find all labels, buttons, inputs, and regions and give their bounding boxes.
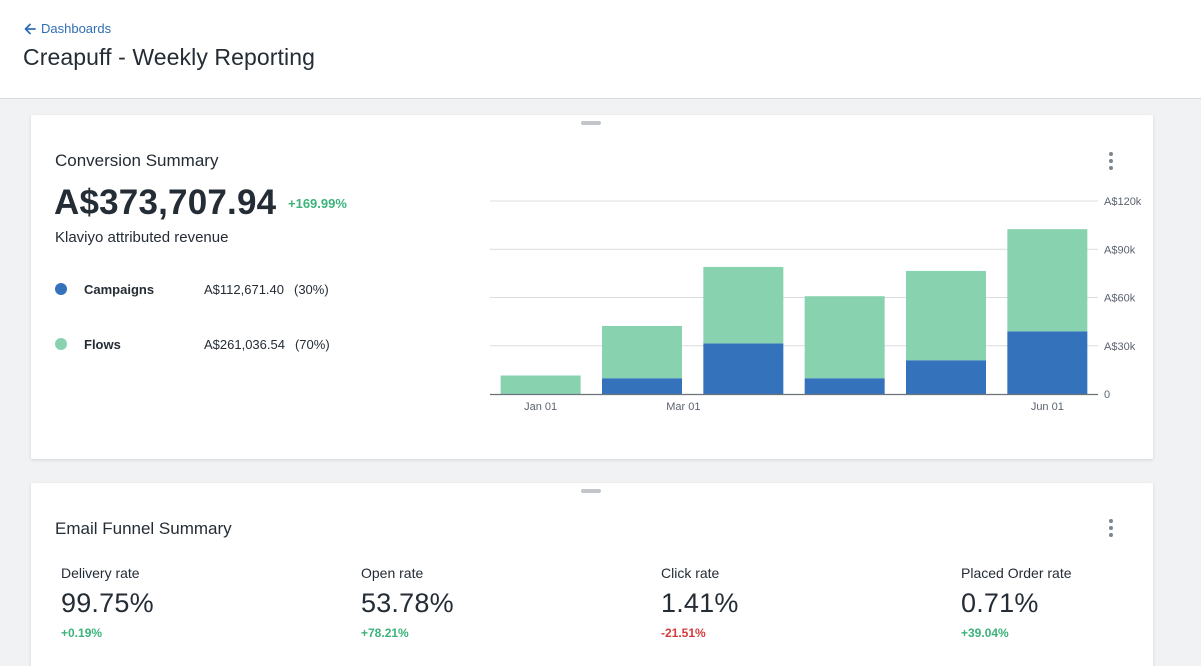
metric-label: Placed Order rate — [961, 565, 1072, 581]
legend-item-campaigns: Campaigns A$112,671.40 (30%) — [55, 279, 329, 299]
bar-segment — [804, 296, 885, 379]
bar-segment — [602, 378, 682, 394]
metric-open-rate: Open rate 53.78% +78.21% — [361, 565, 454, 640]
legend-name: Flows — [84, 336, 121, 352]
metric-click-rate: Click rate 1.41% -21.51% — [661, 565, 739, 640]
total-revenue-value: A$373,707.94 — [54, 183, 277, 222]
metric-label: Click rate — [661, 565, 720, 581]
metric-label: Delivery rate — [61, 565, 140, 581]
metric-placed-order-rate: Placed Order rate 0.71% +39.04% — [961, 565, 1072, 640]
drag-handle[interactable] — [581, 121, 601, 125]
y-tick-label: A$120k — [1104, 196, 1142, 208]
bar-segment — [906, 360, 986, 394]
metric-delta: +39.04% — [961, 626, 1009, 640]
bar-segment — [500, 375, 581, 394]
drag-handle[interactable] — [581, 489, 601, 493]
bar-segment — [602, 325, 682, 379]
conversion-summary-card: Conversion Summary A$373,707.94 +169.99%… — [31, 115, 1153, 459]
revenue-bar-chart: 0 A$30k A$60k A$90k A$120k Jan 01 Mar 01 Jun 01 — [490, 196, 1142, 413]
metric-value: 1.41% — [661, 588, 739, 618]
legend-amount: A$261,036.54 — [204, 336, 285, 352]
y-tick-label: 0 — [1104, 389, 1110, 401]
metric-delta: +0.19% — [61, 626, 103, 640]
email-funnel-summary-card: Email Funnel Summary Delivery rate 99.75… — [31, 483, 1153, 666]
metric-label: Open rate — [361, 565, 424, 581]
card-title: Email Funnel Summary — [55, 519, 232, 538]
y-tick-label: A$30k — [1104, 341, 1136, 353]
card-title: Conversion Summary — [55, 151, 219, 170]
y-tick-label: A$90k — [1104, 244, 1136, 256]
bar-segment — [1007, 331, 1088, 394]
bar-segment — [1007, 229, 1088, 332]
legend-dot — [55, 338, 67, 350]
metric-delivery-rate: Delivery rate 99.75% +0.19% — [61, 565, 154, 640]
metric-delta: +78.21% — [361, 626, 409, 640]
bar-segment — [703, 343, 784, 394]
back-to-dashboards-link[interactable]: Dashboards — [24, 21, 111, 36]
metric-value: 53.78% — [361, 588, 454, 618]
x-tick-label: Jun 01 — [1031, 401, 1064, 413]
x-tick-label: Mar 01 — [666, 401, 700, 413]
bar-segment — [906, 270, 986, 361]
top-bar: Dashboards Creapuff - Weekly Reporting — [0, 0, 1201, 99]
back-link-label[interactable]: Dashboards — [41, 21, 112, 36]
total-revenue-delta: +169.99% — [288, 196, 347, 211]
legend-amount: A$112,671.40 — [204, 281, 284, 297]
metric-value: 0.71% — [961, 588, 1039, 618]
legend-item-flows: Flows A$261,036.54 (70%) — [55, 334, 330, 354]
x-tick-label: Jan 01 — [524, 401, 557, 413]
total-revenue-label: Klaviyo attributed revenue — [55, 229, 229, 246]
legend-percent: (70%) — [294, 336, 330, 352]
bar-segment — [804, 378, 885, 394]
bar-segment — [703, 266, 784, 344]
more-options-icon[interactable] — [1107, 152, 1115, 170]
y-tick-label: A$60k — [1104, 293, 1136, 305]
legend-percent: (30%) — [294, 281, 329, 297]
arrow-left-icon — [24, 23, 36, 34]
metric-delta: -21.51% — [661, 626, 706, 640]
more-options-icon[interactable] — [1107, 519, 1115, 537]
legend-dot — [55, 283, 67, 295]
legend-name: Campaigns — [84, 281, 155, 297]
metric-value: 99.75% — [61, 588, 154, 618]
page-title: Creapuff - Weekly Reporting — [23, 44, 316, 70]
